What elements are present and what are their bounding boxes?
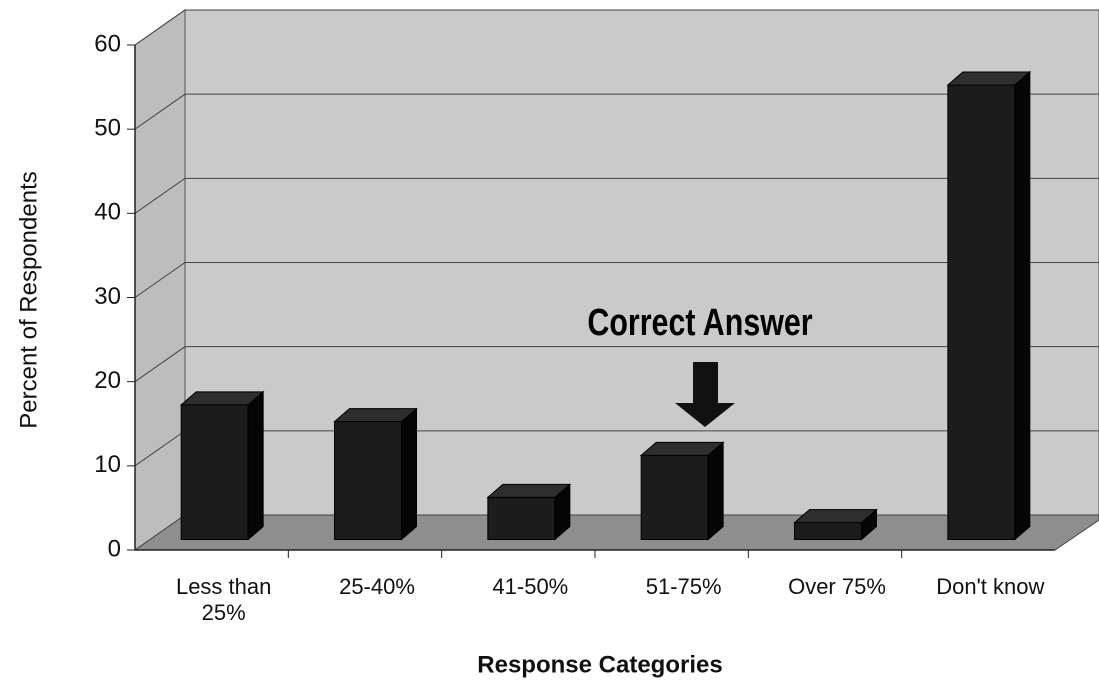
- y-tick-label: 10: [94, 451, 121, 478]
- x-tick-label: 41-50%: [492, 574, 569, 599]
- x-tick-label: 25-40%: [339, 574, 415, 599]
- grid-line: [134, 346, 1099, 383]
- grid-line: [134, 93, 1099, 130]
- bar-face: [639, 441, 725, 456]
- bar-face: [794, 522, 862, 540]
- bar-face: [1014, 70, 1031, 541]
- bar: [333, 407, 418, 541]
- bar-face: [179, 391, 265, 406]
- bar: [639, 441, 725, 541]
- bar: [486, 483, 572, 541]
- bar: [946, 70, 1032, 541]
- annotation: Correct Answer: [587, 302, 812, 344]
- bar-face: [793, 509, 878, 524]
- bar-face: [946, 71, 1032, 86]
- grid-line: [134, 177, 1099, 214]
- bar-face: [947, 84, 1016, 540]
- bar-face: [180, 404, 249, 540]
- bar: [793, 508, 878, 541]
- x-tick-label: 51-75%: [645, 574, 722, 599]
- bar-face: [707, 441, 724, 541]
- y-axis-title: Percent of Respondents: [15, 171, 42, 429]
- bar: [179, 390, 265, 541]
- y-tick-label: 60: [94, 30, 121, 57]
- bar-face: [640, 454, 709, 540]
- bar-face: [487, 496, 556, 540]
- y-tick-label: 20: [94, 367, 121, 394]
- y-tick-label: 40: [94, 199, 121, 226]
- bar-face: [334, 421, 402, 540]
- bar-face: [333, 408, 418, 423]
- y-tick-label: 50: [94, 115, 121, 142]
- x-tick-label: Less than 25%: [175, 574, 272, 625]
- annotation-arrow: [675, 362, 735, 427]
- bar-face: [486, 483, 572, 498]
- grid-line: [134, 9, 1099, 46]
- y-tick-label: 0: [108, 535, 121, 562]
- bar-face: [247, 390, 264, 541]
- x-tick-label: Over 75%: [788, 574, 886, 599]
- y-tick-label: 30: [94, 283, 121, 310]
- x-axis-title: Response Categories: [477, 651, 722, 678]
- x-tick-label: Don't know: [936, 574, 1045, 599]
- bar-face: [401, 407, 417, 541]
- grid-line: [134, 262, 1099, 298]
